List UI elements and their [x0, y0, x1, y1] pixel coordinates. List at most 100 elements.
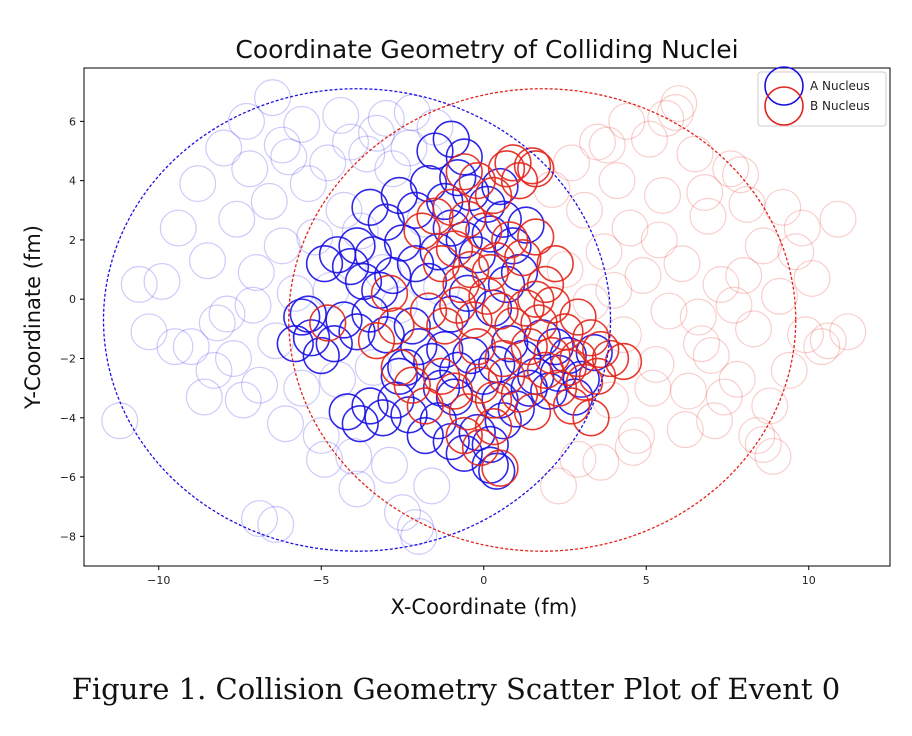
- y-tick-label: 4: [69, 175, 76, 188]
- spectator-marker-a: [231, 150, 269, 188]
- participant-marker-b: [309, 304, 347, 342]
- participant-marker-b: [474, 176, 513, 215]
- spectator-marker-a: [241, 500, 278, 538]
- participant-marker-b: [572, 319, 610, 357]
- participant-marker-b: [582, 330, 620, 369]
- spectator-marker-a: [332, 123, 369, 161]
- x-tick-label: 10: [802, 574, 816, 587]
- spectator-marker-a: [309, 144, 347, 182]
- spectator-marker-a: [348, 135, 386, 173]
- participant-marker-b: [484, 339, 522, 378]
- spectator-marker-b: [611, 209, 649, 247]
- spectator-marker-b: [670, 372, 707, 410]
- spectator-marker-a: [358, 114, 395, 152]
- spectator-marker-a: [185, 378, 223, 416]
- spectator-marker-b: [712, 150, 750, 188]
- spectator-marker-a: [179, 165, 217, 203]
- participant-marker-a: [315, 325, 353, 363]
- spectator-marker-b: [761, 277, 798, 315]
- participant-marker-b: [559, 298, 597, 336]
- spectator-marker-a: [306, 440, 343, 478]
- spectator-marker-b: [650, 292, 688, 330]
- spectator-marker-a: [283, 369, 321, 407]
- spectator-marker-b: [572, 283, 610, 321]
- spectator-marker-b: [618, 417, 655, 455]
- spectator-marker-b: [595, 271, 633, 309]
- spectator-marker-a: [254, 79, 291, 117]
- spectator-marker-a: [234, 286, 272, 324]
- spectator-marker-b: [764, 188, 802, 226]
- spectator-marker-a: [159, 209, 197, 247]
- spectator-marker-a: [400, 517, 438, 555]
- x-tick-label: 5: [643, 574, 650, 587]
- participant-marker-a: [494, 227, 532, 265]
- spectator-marker-b: [631, 120, 668, 158]
- participant-marker-b: [439, 286, 477, 324]
- x-tick-label: 0: [480, 574, 487, 587]
- spectator-marker-b: [546, 251, 584, 289]
- participant-marker-a: [292, 319, 331, 357]
- participant-marker-b: [461, 366, 500, 404]
- participant-marker-a: [507, 206, 545, 244]
- spectator-marker-b: [608, 102, 646, 140]
- legend-marker-b: [764, 86, 804, 126]
- participant-marker-a: [325, 301, 363, 339]
- spectator-marker-b: [777, 233, 815, 271]
- spectator-marker-a: [276, 274, 314, 312]
- participant-marker-a: [413, 342, 451, 381]
- spectator-marker-b: [579, 123, 616, 161]
- spectator-marker-a: [263, 227, 301, 265]
- participant-marker-b: [370, 274, 409, 312]
- spectator-marker-b: [660, 85, 698, 123]
- participant-marker-b: [513, 393, 552, 431]
- spectator-marker-b: [553, 144, 590, 182]
- participant-marker-b: [357, 322, 396, 360]
- spectator-marker-b: [803, 328, 841, 366]
- spectator-marker-a: [208, 295, 246, 333]
- participant-marker-a: [406, 416, 444, 455]
- spectator-marker-b: [588, 126, 626, 164]
- spectator-marker-a: [270, 138, 308, 176]
- participant-marker-b: [572, 399, 610, 437]
- y-tick-label: −4: [60, 412, 76, 425]
- participant-marker-a: [354, 236, 392, 274]
- spectator-marker-a: [263, 126, 301, 164]
- x-axis-title: X-Coordinate (fm): [391, 595, 578, 619]
- y-tick-label: 6: [69, 115, 76, 128]
- spectator-marker-b: [787, 316, 824, 354]
- participant-marker-b: [481, 449, 519, 487]
- spectator-marker-a: [250, 182, 288, 220]
- spectator-marker-b: [614, 428, 652, 466]
- spectator-marker-b: [566, 191, 603, 229]
- spectator-marker-b: [605, 316, 642, 354]
- participant-marker-b: [455, 301, 493, 339]
- participant-marker-a: [393, 307, 431, 345]
- y-tick-label: 0: [69, 293, 76, 306]
- spectator-marker-a: [218, 200, 256, 238]
- participant-marker-a: [305, 244, 344, 283]
- participant-marker-b: [604, 342, 643, 381]
- participant-marker-b: [507, 289, 545, 327]
- participant-marker-a: [283, 298, 321, 336]
- spectator-marker-b: [692, 337, 730, 375]
- spectator-marker-a: [237, 254, 275, 292]
- nucleus-boundary-b: [288, 88, 797, 552]
- participant-marker-a: [432, 295, 470, 333]
- participant-marker-a: [481, 167, 519, 206]
- spectator-marker-a: [156, 328, 194, 366]
- participant-marker-a: [383, 224, 422, 262]
- participant-marker-b: [474, 381, 513, 419]
- participant-marker-b: [526, 265, 565, 304]
- figure-caption: Figure 1. Collision Geometry Scatter Plo…: [71, 672, 841, 706]
- participant-marker-b: [445, 153, 483, 191]
- spectator-marker-a: [101, 402, 139, 440]
- spectator-marker-b: [793, 259, 831, 297]
- spectator-marker-b: [696, 402, 733, 440]
- participant-marker-b: [448, 200, 487, 238]
- participant-marker-a: [302, 336, 340, 375]
- spectator-marker-a: [322, 96, 360, 134]
- spectator-marker-a: [338, 470, 376, 508]
- participant-marker-a: [458, 413, 496, 452]
- participant-marker-a: [426, 330, 464, 369]
- participant-marker-b: [517, 280, 555, 318]
